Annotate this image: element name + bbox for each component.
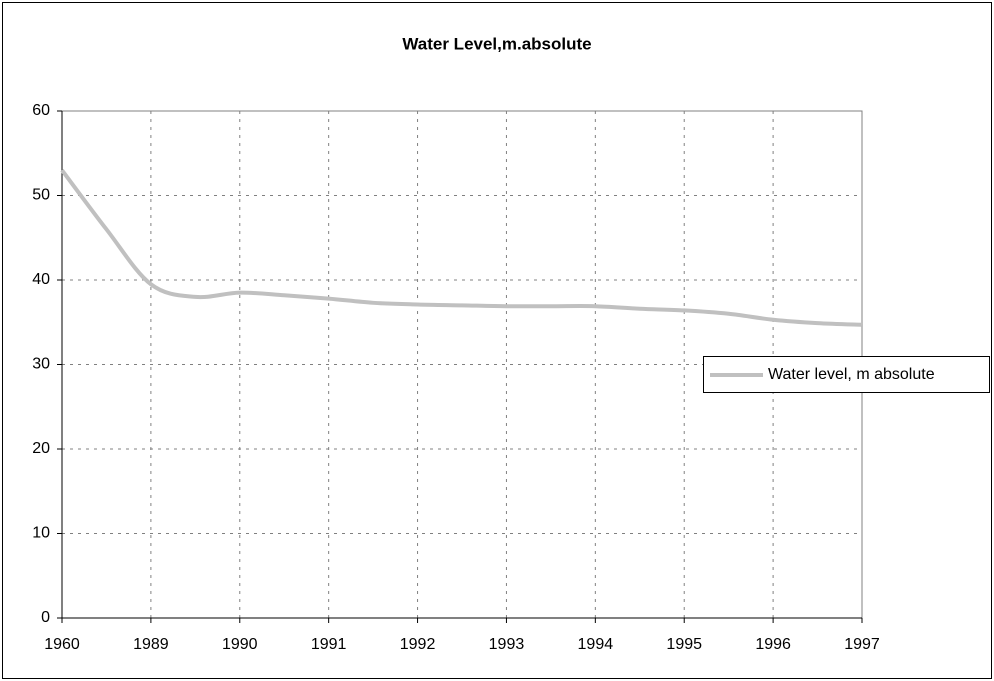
x-tick-label: 1992: [400, 636, 436, 653]
x-tick-label: 1993: [489, 636, 525, 653]
y-tick-label: 40: [32, 271, 50, 288]
x-tick-label: 1960: [44, 636, 80, 653]
x-tick-label: 1994: [578, 636, 614, 653]
y-tick-label: 50: [32, 187, 50, 204]
legend-label: Water level, m absolute: [768, 366, 935, 383]
x-tick-label: 1990: [222, 636, 258, 653]
y-tick-label: 20: [32, 440, 50, 457]
x-tick-label: 1997: [844, 636, 880, 653]
chart-title: Water Level,m.absolute: [402, 34, 591, 53]
series-line: [60, 168, 863, 327]
x-tick-label: 1995: [666, 636, 702, 653]
x-tick-label: 1989: [133, 636, 169, 653]
y-tick-label: 10: [32, 525, 50, 542]
y-tick-label: 0: [41, 609, 50, 626]
x-tick-label: 1996: [755, 636, 791, 653]
y-tick-label: 30: [32, 356, 50, 373]
x-tick-label: 1991: [311, 636, 347, 653]
y-tick-label: 60: [32, 102, 50, 119]
